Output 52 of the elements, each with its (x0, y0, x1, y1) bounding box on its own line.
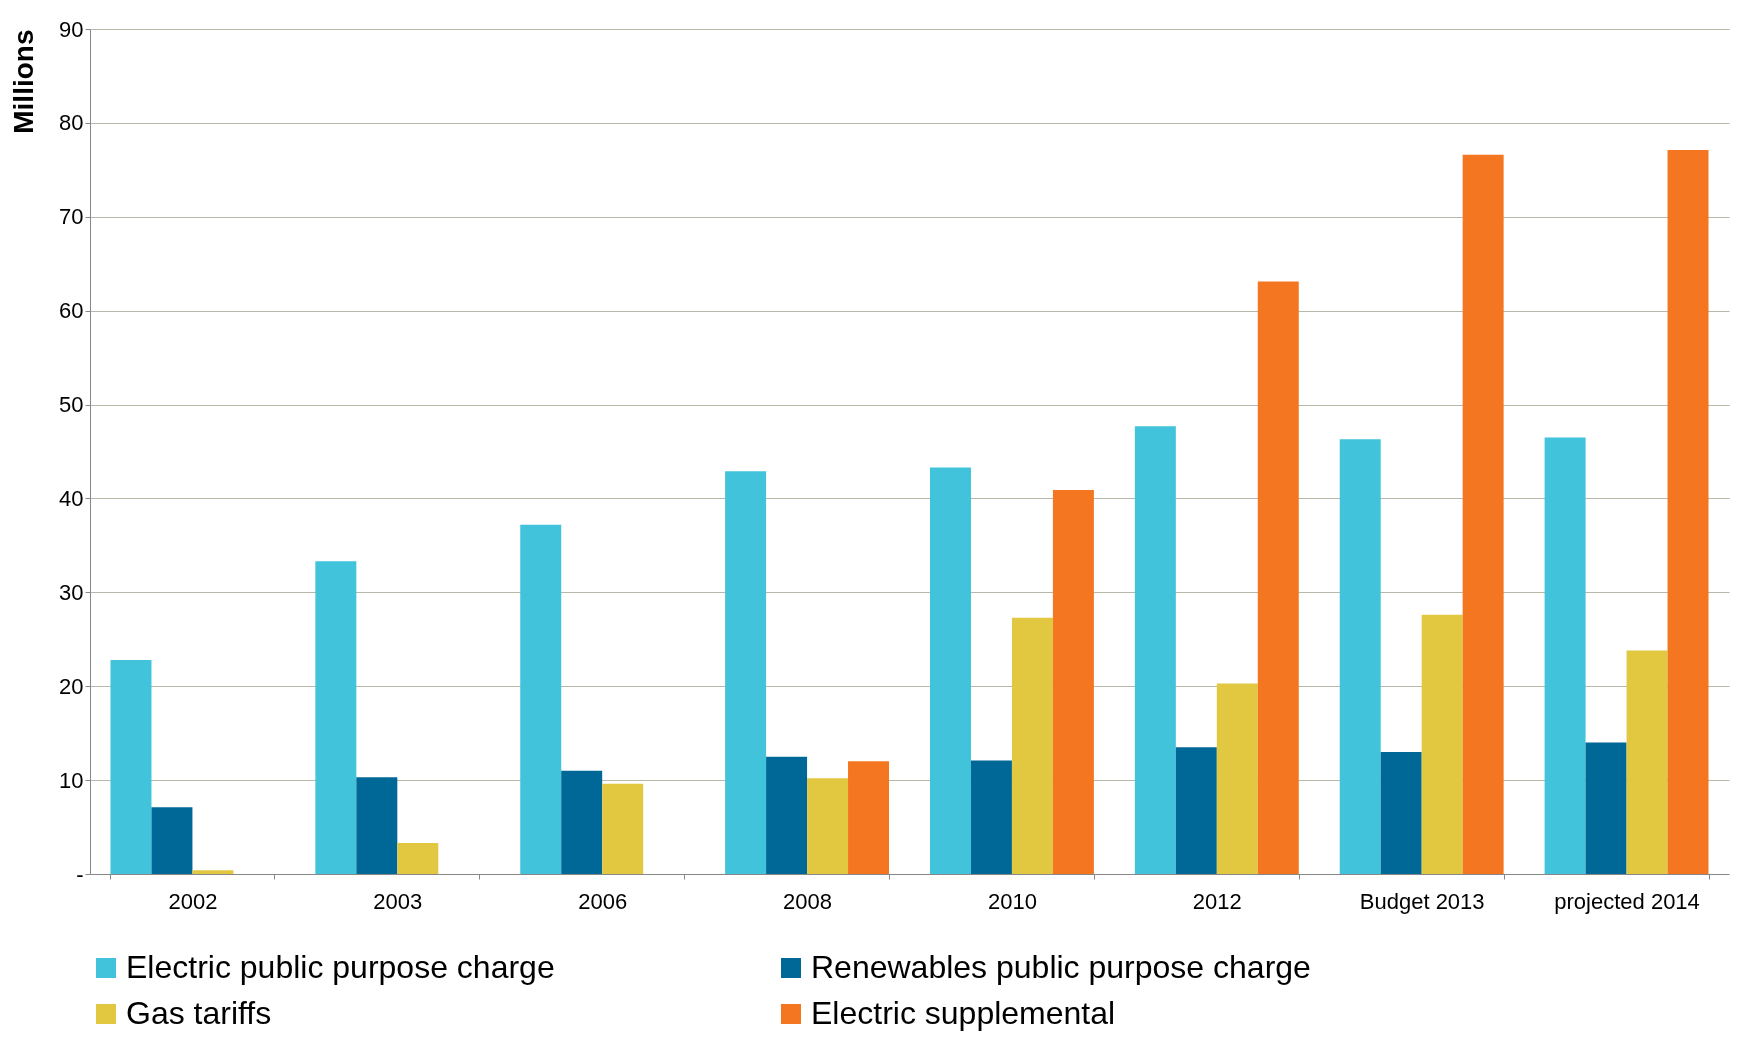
x-tick-label: 2002 (168, 888, 218, 914)
bar (397, 843, 439, 874)
bar (1421, 614, 1463, 874)
bar (1544, 437, 1586, 874)
bar (192, 870, 234, 874)
bar (1134, 426, 1176, 874)
x-tick-label: 2006 (578, 888, 628, 914)
y-tick-label: 90 (59, 16, 84, 42)
bar (561, 770, 603, 874)
y-tick-label: 70 (59, 204, 84, 230)
bar (766, 756, 808, 874)
bar (602, 783, 644, 874)
bar (970, 760, 1012, 874)
x-tick-label: Budget 2013 (1359, 888, 1485, 914)
bar (315, 561, 357, 874)
x-tick-label: 2012 (1192, 888, 1242, 914)
x-tick-label: 2008 (783, 888, 833, 914)
bar (1257, 281, 1299, 874)
bar (1626, 650, 1668, 874)
bar (1175, 747, 1217, 874)
bar (807, 778, 849, 874)
bar (520, 524, 562, 874)
bar (1052, 489, 1094, 874)
y-tick-label: 40 (59, 485, 84, 511)
bar (110, 659, 152, 874)
bar (1339, 439, 1381, 874)
y-axis-title: Millions (8, 29, 40, 134)
x-tick-label: 2010 (987, 888, 1037, 914)
legend-label: Electric public purpose charge (126, 949, 555, 985)
bar (1011, 617, 1053, 874)
bar (725, 471, 767, 874)
x-tick-label: projected 2014 (1554, 888, 1700, 914)
bar (1462, 154, 1504, 874)
bar (929, 467, 971, 874)
legend-label: Electric supplemental (811, 995, 1116, 1031)
y-tick-label: - (76, 861, 84, 887)
bar (848, 761, 890, 874)
y-tick-label: 10 (59, 767, 84, 793)
y-tick-label: 30 (59, 579, 84, 605)
y-tick-label: 50 (59, 392, 84, 418)
y-tick-label: 20 (59, 673, 84, 699)
bar (151, 807, 193, 874)
x-tick-label: 2003 (373, 888, 423, 914)
y-tick-label: 60 (59, 298, 84, 324)
legend-label: Renewables public purpose charge (811, 949, 1311, 985)
bar (1380, 751, 1422, 874)
y-tick-label: 80 (59, 110, 84, 136)
bar (1667, 150, 1709, 874)
bar (1585, 742, 1627, 874)
bar (356, 777, 398, 874)
bar (1216, 683, 1258, 874)
legend-label: Gas tariffs (126, 995, 272, 1031)
